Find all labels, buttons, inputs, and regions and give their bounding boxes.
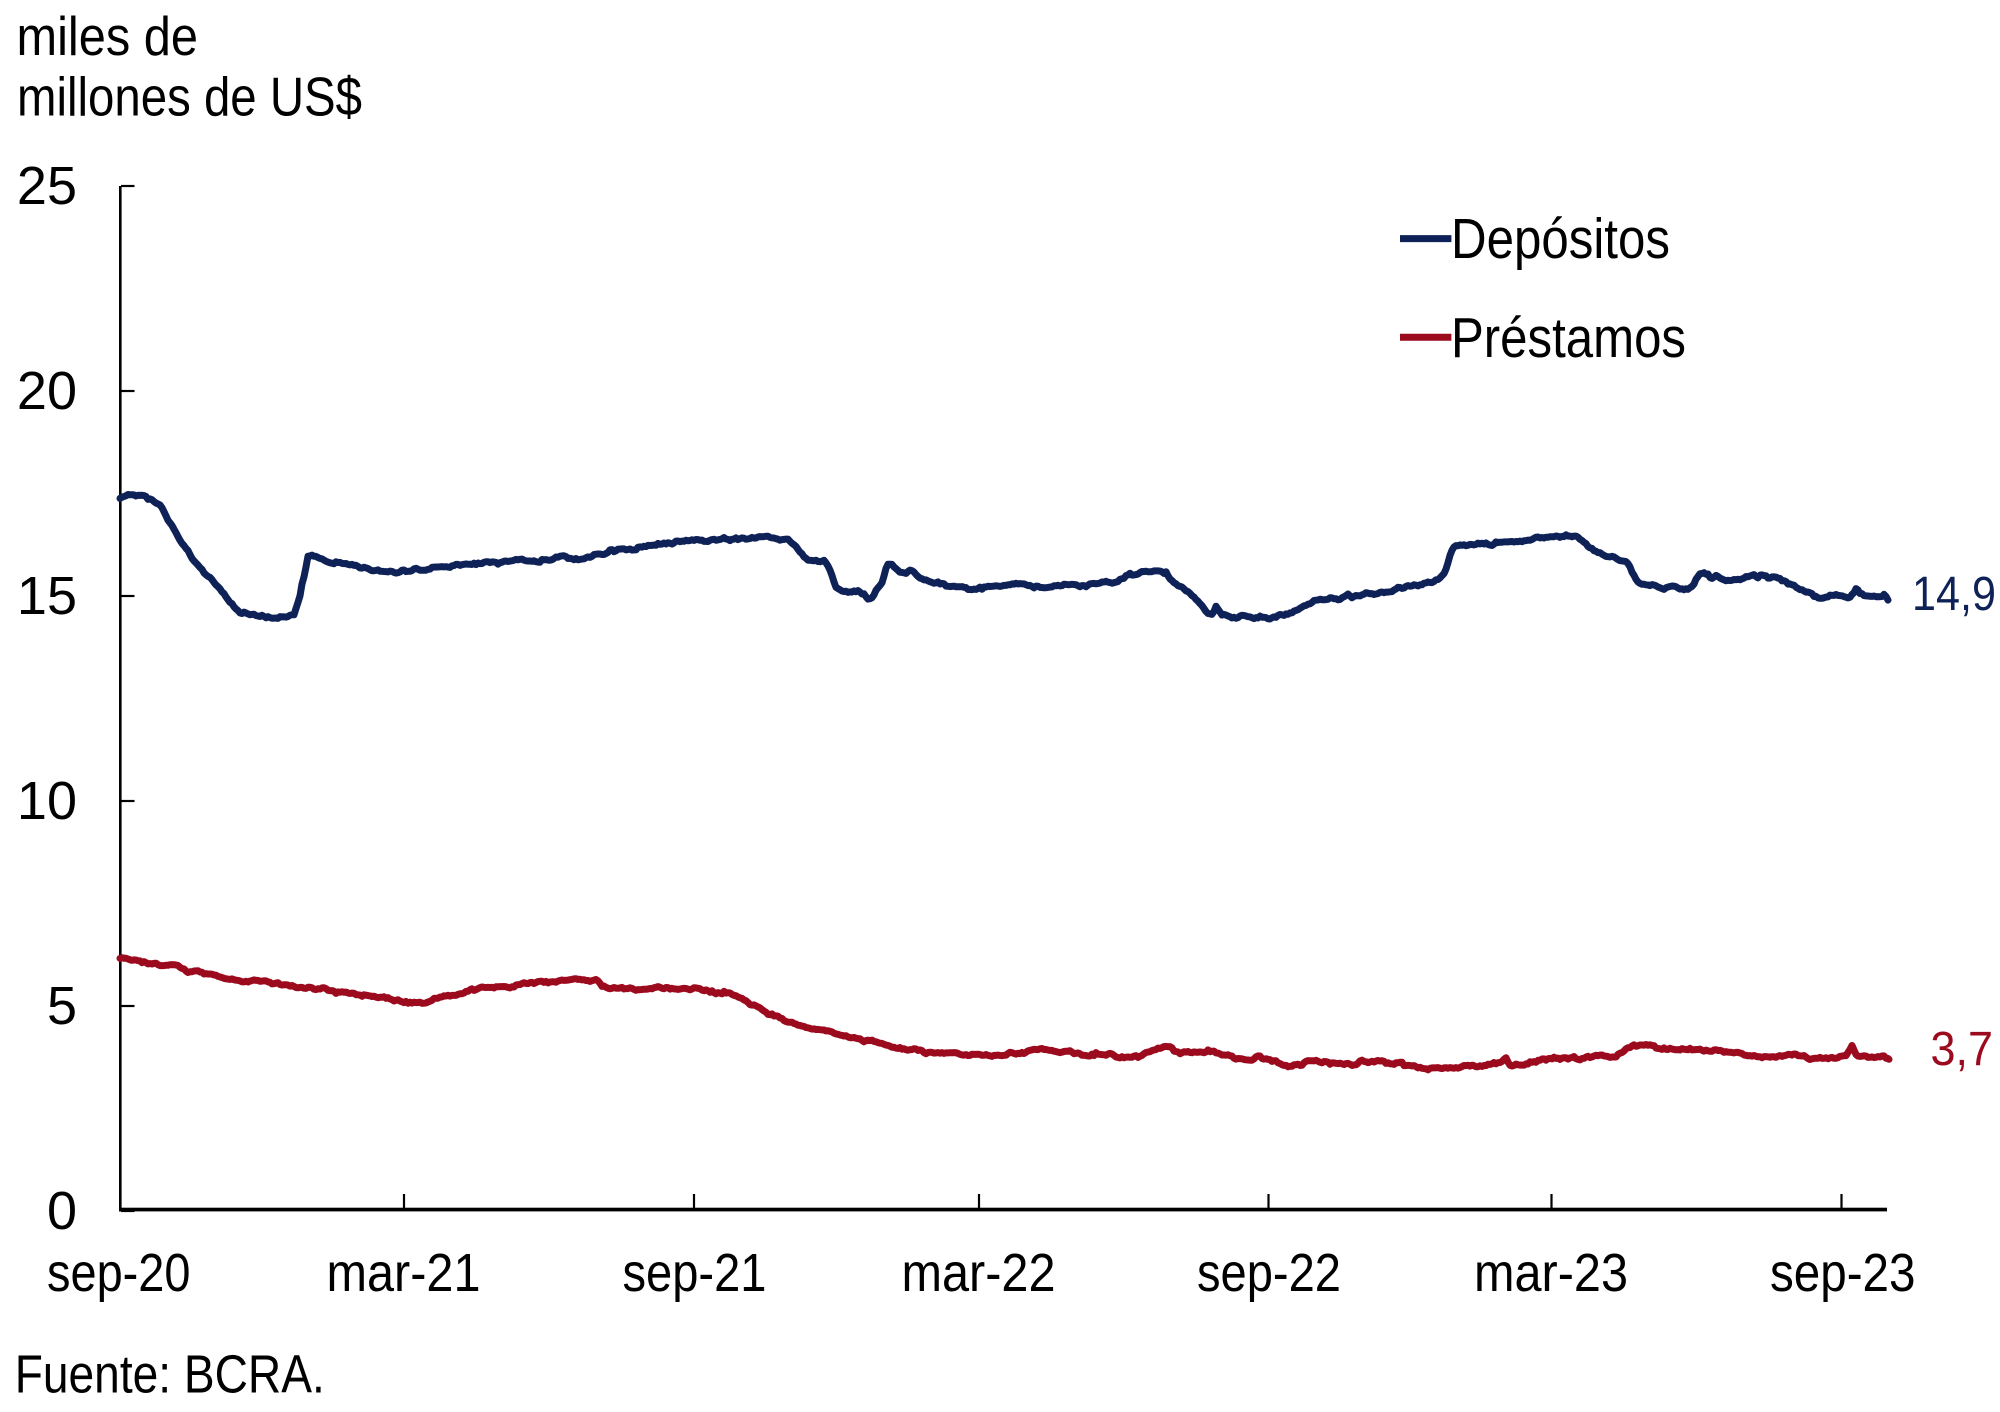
- svg-text:5: 5: [47, 976, 77, 1036]
- svg-text:mar-21: mar-21: [327, 1243, 481, 1303]
- svg-text:3,7: 3,7: [1931, 1023, 1994, 1076]
- svg-text:sep-21: sep-21: [623, 1243, 767, 1303]
- svg-text:0: 0: [47, 1181, 77, 1241]
- svg-text:15: 15: [17, 566, 77, 626]
- svg-text:10: 10: [17, 771, 77, 831]
- svg-text:millones de US$: millones de US$: [17, 66, 362, 128]
- svg-text:mar-23: mar-23: [1474, 1243, 1628, 1303]
- svg-text:Fuente: BCRA.: Fuente: BCRA.: [15, 1345, 325, 1405]
- svg-text:Préstamos: Préstamos: [1451, 306, 1686, 370]
- svg-text:sep-23: sep-23: [1770, 1243, 1916, 1303]
- svg-text:sep-22: sep-22: [1197, 1243, 1341, 1303]
- svg-text:Depósitos: Depósitos: [1451, 207, 1670, 271]
- svg-text:sep-20: sep-20: [47, 1243, 191, 1303]
- svg-text:mar-22: mar-22: [902, 1243, 1056, 1303]
- svg-text:25: 25: [17, 156, 77, 216]
- svg-text:20: 20: [17, 361, 77, 421]
- svg-text:miles de: miles de: [17, 5, 199, 67]
- svg-text:14,9: 14,9: [1912, 568, 1996, 621]
